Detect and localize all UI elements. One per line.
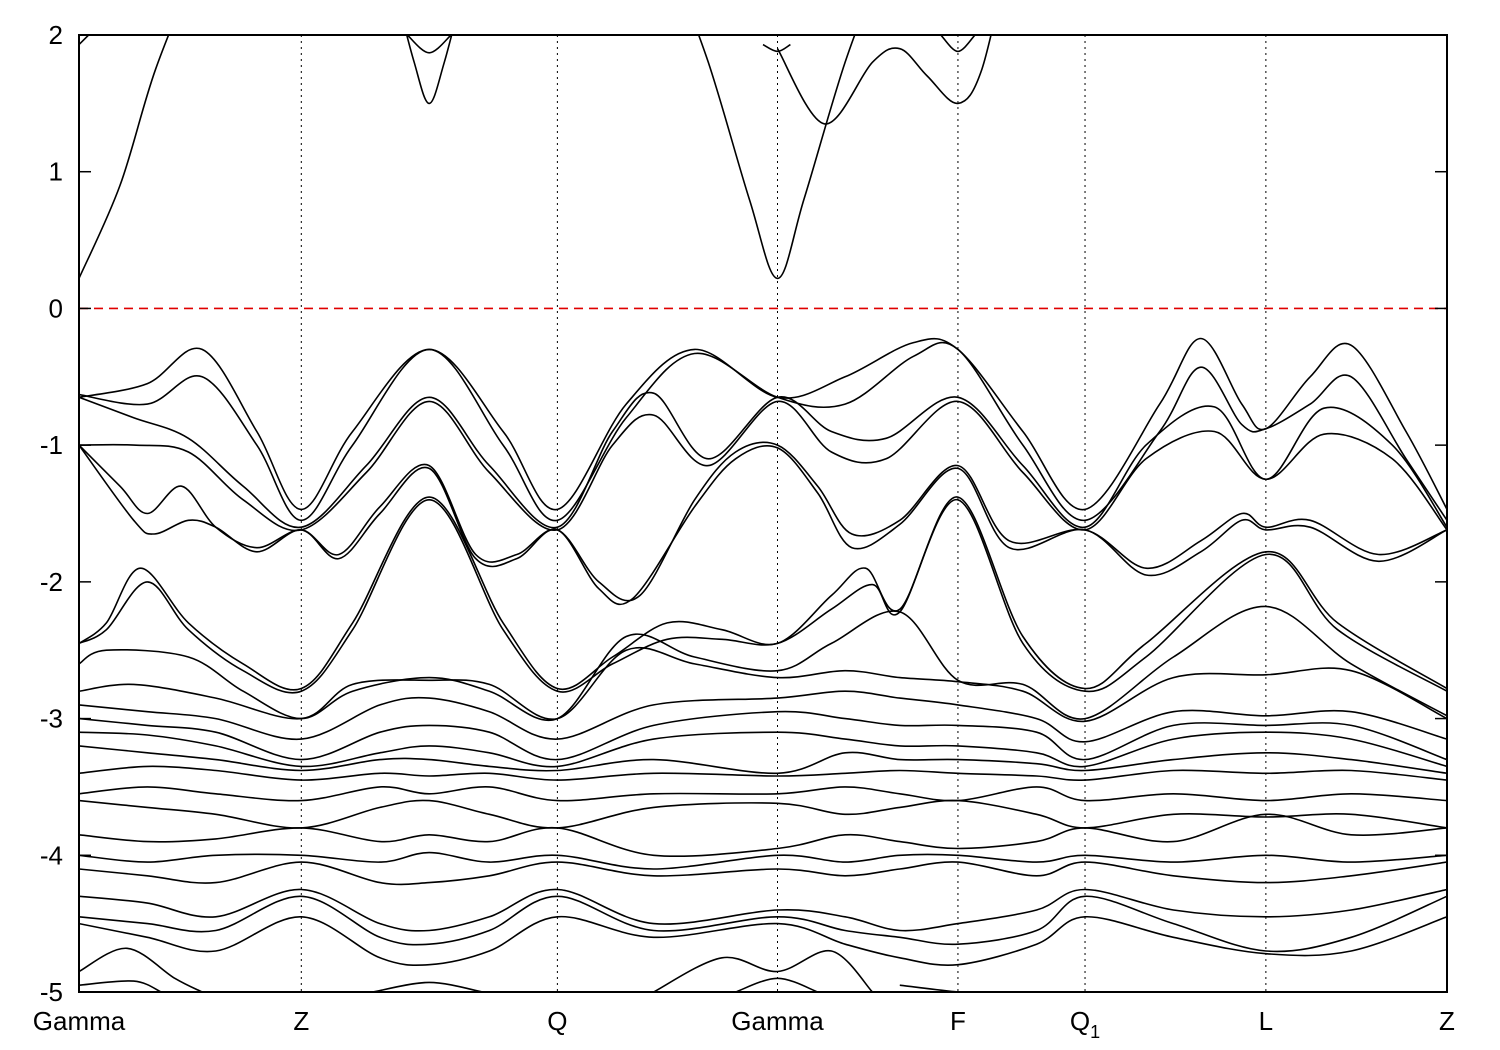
band-line-34 <box>653 949 873 992</box>
band-line-33 <box>372 981 483 992</box>
x-tick-label: Q1 <box>1070 1006 1100 1042</box>
band-line-17 <box>79 646 1447 723</box>
x-tick-label: Gamma <box>33 1006 126 1036</box>
y-tick-label: -3 <box>40 704 63 734</box>
x-tick-label: Gamma <box>731 1006 824 1036</box>
band-line-19 <box>79 710 1447 761</box>
band-line-10 <box>79 391 1447 529</box>
x-tick-label: Z <box>1439 1006 1455 1036</box>
x-tick-label: Q <box>547 1006 567 1036</box>
y-tick-label: 2 <box>49 20 63 50</box>
band-line-5 <box>762 43 791 53</box>
band-line-11 <box>79 400 1447 532</box>
y-tick-label: 1 <box>49 157 63 187</box>
y-tick-label: -1 <box>40 430 63 460</box>
band-line-31 <box>79 947 203 992</box>
band-line-9 <box>79 341 1447 522</box>
plot-frame <box>78 34 1448 993</box>
band-line-0 <box>79 35 170 279</box>
band-line-1 <box>79 35 90 46</box>
band-line-28 <box>79 888 1447 932</box>
y-axis: -5 -4 -3 -2 -1 0 1 2 <box>40 20 1447 1007</box>
band-line-27 <box>79 861 1447 886</box>
band-line-29 <box>79 895 1447 953</box>
band-line-4 <box>697 35 856 280</box>
x-tick-label: L <box>1259 1006 1273 1036</box>
band-line-7 <box>940 35 976 53</box>
band-line-6 <box>776 35 992 125</box>
band-line-30 <box>79 915 1447 967</box>
band-line-3 <box>406 35 452 54</box>
y-tick-label: 0 <box>49 293 63 323</box>
x-axis: Gamma Z Q Gamma F Q1 L Z <box>33 1006 1455 1042</box>
band-line-23 <box>79 786 1447 802</box>
band-line-13 <box>79 444 1447 606</box>
band-line-32 <box>79 980 162 992</box>
band-line-18 <box>79 690 1447 743</box>
band-line-15 <box>79 498 1447 694</box>
y-tick-label: -4 <box>40 840 63 870</box>
band-lines <box>79 35 1447 992</box>
band-line-22 <box>79 765 1447 782</box>
x-tick-label: F <box>950 1006 966 1036</box>
band-line-12 <box>79 441 1447 602</box>
y-tick-label: -5 <box>40 977 63 1007</box>
band-line-26 <box>79 851 1447 870</box>
band-line-24 <box>79 799 1447 829</box>
band-line-2 <box>405 35 453 105</box>
band-line-14 <box>79 496 1447 691</box>
band-line-25 <box>79 813 1447 858</box>
y-tick-label: -2 <box>40 567 63 597</box>
band-line-36 <box>899 984 982 992</box>
band-line-35 <box>735 977 818 992</box>
band-line-20 <box>79 731 1447 768</box>
x-tick-label: Z <box>293 1006 309 1036</box>
band-line-16 <box>79 605 1447 722</box>
band-line-21 <box>79 745 1447 775</box>
